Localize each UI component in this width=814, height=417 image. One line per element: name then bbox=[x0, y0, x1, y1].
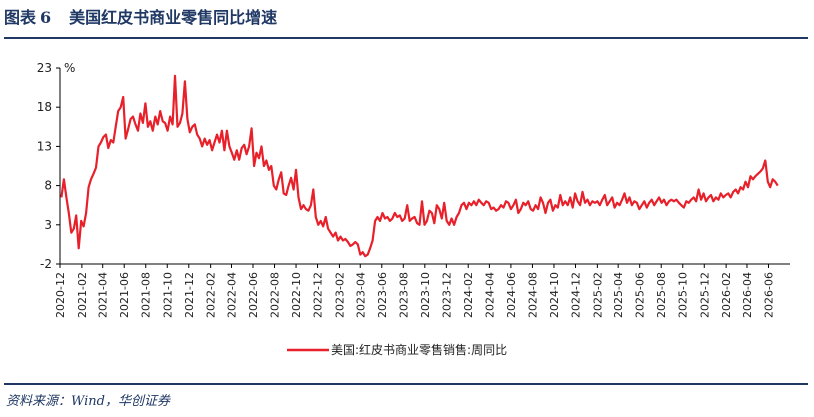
x-tick-label: 2022-12 bbox=[312, 272, 325, 318]
x-tick-label: 2024-08 bbox=[526, 272, 539, 318]
x-tick-label: 2025-10 bbox=[677, 272, 690, 318]
x-tick-label: 2023-12 bbox=[440, 272, 453, 318]
figure-label: 图表 bbox=[4, 8, 37, 27]
y-tick-label: 13 bbox=[37, 139, 52, 153]
x-tick-label: 2024-02 bbox=[462, 272, 475, 318]
y-tick-label: 23 bbox=[37, 61, 52, 75]
x-tick-label: 2023-04 bbox=[354, 272, 367, 318]
figure-title: 图表 6 美国红皮书商业零售同比增速 bbox=[4, 4, 277, 32]
x-tick-label: 2022-06 bbox=[247, 272, 260, 318]
x-tick-label: 2025-08 bbox=[655, 272, 668, 318]
x-tick-label: 2023-02 bbox=[333, 272, 346, 318]
header-rule bbox=[4, 37, 808, 39]
x-tick-label: 2021-04 bbox=[97, 272, 110, 318]
x-tick-label: 2026-02 bbox=[720, 272, 733, 318]
x-tick-label: 2023-06 bbox=[376, 272, 389, 318]
x-tick-label: 2025-12 bbox=[698, 272, 711, 318]
x-tick-label: 2025-04 bbox=[612, 272, 625, 318]
x-tick-label: 2023-10 bbox=[419, 272, 432, 318]
series-line bbox=[60, 74, 779, 258]
x-tick-label: 2024-04 bbox=[483, 272, 496, 318]
x-tick-label: 2023-08 bbox=[397, 272, 410, 318]
footer-rule bbox=[4, 383, 808, 385]
y-axis: -2 3 8 13 18 23 bbox=[37, 61, 60, 271]
x-tick-label: 2021-02 bbox=[76, 272, 89, 318]
x-tick-label: 2025-06 bbox=[634, 272, 647, 318]
x-axis: 2020-12 2021-02 2021-04 2021-06 2021-08 2021-… bbox=[54, 264, 775, 318]
y-unit-label: % bbox=[64, 61, 75, 75]
x-tick-label: 2026-06 bbox=[762, 272, 775, 318]
legend: 美国:红皮书商业零售销售:周同比 bbox=[287, 342, 507, 357]
x-tick-label: 2025-02 bbox=[591, 272, 604, 318]
y-tick-label: -2 bbox=[40, 257, 52, 271]
x-tick-label: 2020-12 bbox=[54, 272, 67, 318]
figure-title-text: 美国红皮书商业零售同比增速 bbox=[69, 8, 278, 27]
legend-label: 美国:红皮书商业零售销售:周同比 bbox=[331, 342, 507, 357]
x-tick-label: 2022-04 bbox=[225, 272, 238, 318]
x-tick-label: 2024-06 bbox=[505, 272, 518, 318]
x-tick-label: 2021-06 bbox=[118, 272, 131, 318]
x-tick-label: 2022-10 bbox=[290, 272, 303, 318]
x-tick-label: 2022-08 bbox=[269, 272, 282, 318]
x-tick-label: 2021-10 bbox=[161, 272, 174, 318]
x-tick-label: 2021-08 bbox=[140, 272, 153, 318]
x-tick-label: 2022-02 bbox=[205, 272, 218, 318]
figure-number: 6 bbox=[40, 8, 52, 27]
x-tick-label: 2026-04 bbox=[741, 272, 754, 318]
y-tick-label: 18 bbox=[37, 100, 52, 114]
x-tick-label: 2021-12 bbox=[183, 272, 196, 318]
y-tick-label: 3 bbox=[44, 218, 52, 232]
x-tick-label: 2024-10 bbox=[548, 272, 561, 318]
source-note: 资料来源：Wind，华创证券 bbox=[6, 394, 170, 409]
y-tick-label: 8 bbox=[44, 179, 52, 193]
chart: -2 3 8 13 18 23 % 2020-12 2021-02 2021-04 2021-0… bbox=[37, 61, 790, 357]
x-tick-label: 2024-12 bbox=[569, 272, 582, 318]
